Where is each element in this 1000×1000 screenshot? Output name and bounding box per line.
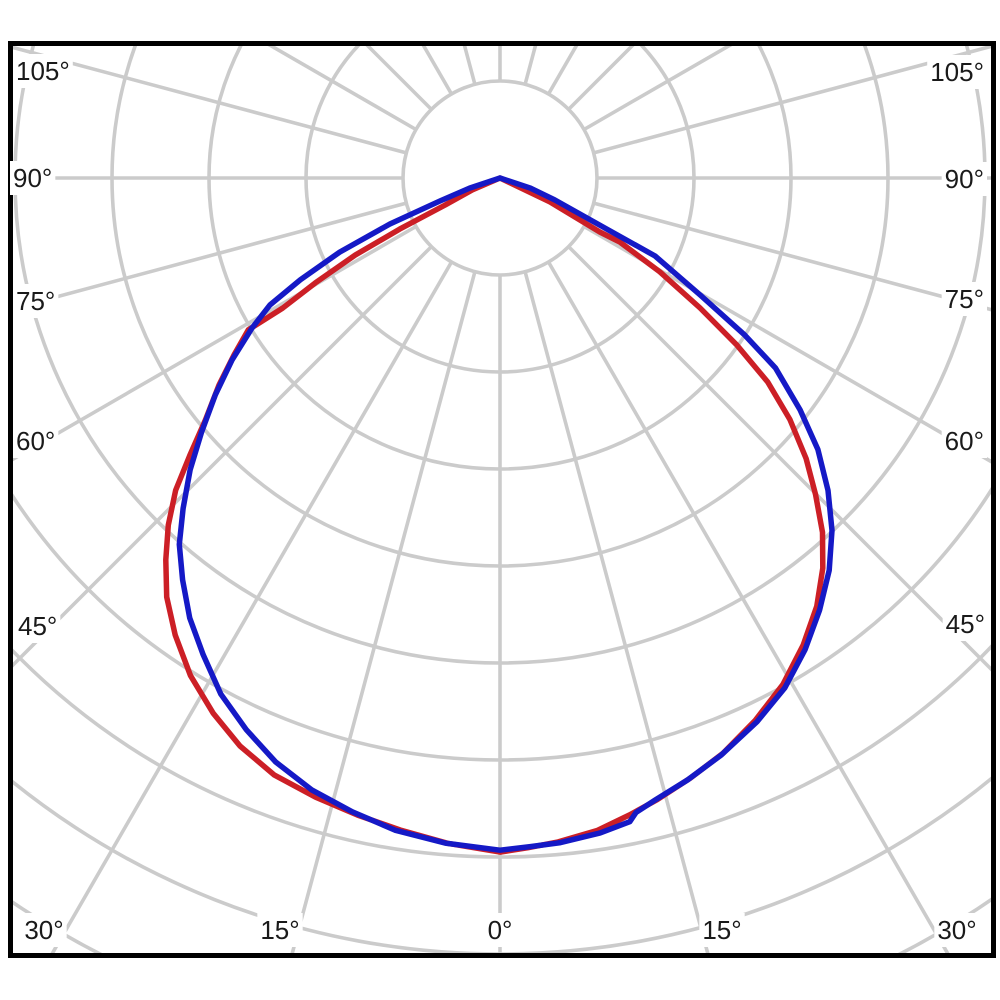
angle-label: 90° — [13, 163, 52, 193]
angle-label: 30° — [937, 915, 976, 945]
angle-label: 0° — [488, 915, 513, 945]
angle-label-backing — [927, 55, 987, 89]
grid-spoke — [13, 46, 407, 155]
angle-label: 105° — [930, 57, 984, 87]
grid-spoke — [593, 46, 993, 155]
angle-label: 45° — [946, 609, 985, 639]
angle-label: 75° — [945, 284, 984, 314]
angle-label: 90° — [945, 164, 984, 194]
angle-label-backing — [941, 162, 987, 196]
grid-spoke — [583, 224, 993, 465]
angle-label-backing — [257, 913, 303, 947]
angle-label-backing — [10, 161, 56, 195]
angle-labels: 105° 90° 75° 60° 45° 105° 90° 75° 60° 45° 30° 15° 0°… — [10, 54, 988, 947]
angle-label-backing — [941, 282, 987, 316]
angle-label: 30° — [24, 915, 63, 945]
plot-border — [8, 41, 996, 958]
angle-label: 105° — [16, 56, 70, 86]
angle-label-backing — [13, 284, 59, 318]
angle-label-backing — [941, 424, 987, 458]
angle-label-backing — [942, 607, 988, 641]
intensity-curves — [163, 175, 835, 855]
grid-spoke — [13, 224, 417, 462]
grid-spoke — [49, 261, 454, 955]
grid-spoke — [567, 245, 993, 674]
angle-label-backing — [13, 54, 73, 88]
grid-spoke — [13, 201, 407, 311]
angle-label: 60° — [16, 426, 55, 456]
angle-label-backing — [934, 913, 980, 947]
angle-label-backing — [15, 609, 61, 643]
angle-label-backing — [699, 913, 745, 947]
grid-spoke — [546, 261, 951, 955]
angle-label: 15° — [260, 915, 299, 945]
angle-label: 75° — [16, 286, 55, 316]
angle-label: 45° — [18, 611, 57, 641]
blue-curve — [176, 175, 835, 853]
grid-spoke — [13, 245, 433, 668]
angle-label-backing — [484, 913, 516, 947]
angle-label: 60° — [945, 426, 984, 456]
angle-label-backing — [13, 424, 59, 458]
angle-label: 15° — [702, 915, 741, 945]
angle-label-backing — [21, 913, 67, 947]
grid-spoke — [593, 201, 993, 312]
grid-spoke — [289, 271, 477, 955]
grid-spoke — [523, 271, 711, 955]
